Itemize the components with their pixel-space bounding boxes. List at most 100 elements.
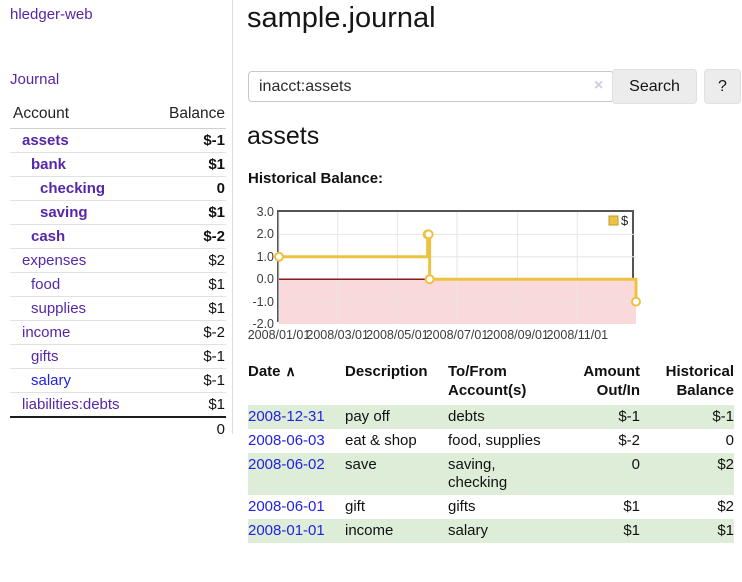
- account-balance: $2: [149, 248, 226, 273]
- register-header-description: Description: [345, 363, 428, 380]
- y-axis-tick-label: 0.0: [256, 272, 274, 287]
- transaction-date-link[interactable]: 2008-12-31: [248, 408, 325, 425]
- account-balance: $1: [149, 272, 226, 297]
- register-header-amount: Amount Out/In: [583, 363, 640, 399]
- sidebar-item-journal[interactable]: Journal: [10, 71, 60, 88]
- transaction-description: save: [345, 456, 377, 473]
- transaction-balance: $-1: [712, 408, 734, 425]
- x-axis-tick-label: 2008/01/01: [247, 328, 311, 342]
- search-input[interactable]: [248, 71, 614, 102]
- account-link[interactable]: bank: [31, 156, 67, 173]
- account-link[interactable]: liabilities:debts: [22, 396, 120, 413]
- account-row: gifts $-1: [10, 344, 226, 369]
- sort-ascending-icon: ∧: [285, 363, 296, 379]
- clear-search-icon[interactable]: ×: [594, 77, 604, 94]
- transaction-date-link[interactable]: 2008-01-01: [248, 522, 325, 539]
- x-axis-tick-label: 2008/09/01: [486, 328, 549, 342]
- account-link[interactable]: expenses: [22, 252, 87, 269]
- transaction-description: pay off: [345, 408, 390, 425]
- account-row: assets $-1: [10, 128, 226, 153]
- transaction-date-link[interactable]: 2008-06-03: [248, 432, 325, 449]
- account-balance: $-1: [149, 368, 226, 393]
- y-axis-tick-label: -1.0: [252, 294, 274, 309]
- account-balance: 0: [149, 176, 226, 201]
- transaction-balance: $2: [717, 498, 734, 515]
- transaction-balance: $1: [717, 522, 734, 539]
- accounts-header-row: Account Balance: [10, 103, 226, 129]
- chart-plot-area: $: [274, 210, 641, 324]
- accounts-header-account: Account: [10, 103, 150, 129]
- y-axis-tick-label: -2.0: [252, 317, 274, 331]
- account-row: expenses $2: [10, 248, 226, 273]
- account-row: cash $-2: [10, 224, 226, 249]
- transaction-amount: $1: [623, 498, 640, 515]
- account-link[interactable]: food: [31, 276, 61, 293]
- register-header-row: Date ∧ Description To/From Account(s) Amo…: [248, 362, 734, 405]
- accounts-header-balance: Balance: [149, 103, 226, 129]
- transaction-date-link[interactable]: 2008-06-02: [248, 456, 325, 473]
- register-table: Date ∧ Description To/From Account(s) Amo…: [248, 362, 734, 543]
- transaction-amount: $-2: [618, 432, 640, 449]
- account-row: supplies $1: [10, 296, 226, 321]
- register-header-date[interactable]: Date ∧: [248, 363, 296, 380]
- account-link[interactable]: assets: [22, 132, 69, 149]
- app-title-link[interactable]: hledger-web: [10, 6, 93, 23]
- account-link[interactable]: checking: [40, 180, 106, 197]
- transaction-accounts: food, supplies: [448, 432, 541, 449]
- page-title: sample.journal: [247, 2, 436, 34]
- x-axis-tick-label: 2008/07/01: [425, 328, 489, 342]
- account-row: bank $1: [10, 152, 226, 177]
- account-row: food $1: [10, 272, 226, 297]
- x-axis-tick-label: 2008/05/01: [366, 328, 429, 342]
- accounts-table: Account Balance assets $-1 bank $1 checking 0…: [10, 103, 226, 441]
- transaction-amount: $1: [623, 522, 640, 539]
- transaction-balance: $2: [717, 456, 734, 473]
- account-balance: $1: [149, 152, 226, 177]
- account-link[interactable]: income: [22, 324, 71, 341]
- accounts-total-row: 0: [10, 416, 226, 441]
- transaction-amount: $-1: [618, 408, 640, 425]
- historical-balance-chart: $3.0 2.0 1.0 0.0 -1.0 -2.0 2008/01/01 2008/03/0…: [248, 204, 742, 350]
- register-row: 2008-01-01 income salary $1 $1: [248, 519, 734, 543]
- account-link[interactable]: cash: [31, 228, 66, 245]
- transaction-description: gift: [345, 498, 366, 515]
- transaction-accounts: gifts: [448, 498, 476, 515]
- account-link[interactable]: gifts: [31, 348, 59, 365]
- y-axis-tick-label: 1.0: [256, 249, 274, 264]
- y-axis-tick-label: 2.0: [256, 227, 274, 242]
- account-link[interactable]: salary: [31, 372, 72, 389]
- register-row: 2008-06-01 gift gifts $1 $2: [248, 495, 734, 519]
- transaction-accounts: salary: [448, 522, 489, 539]
- account-balance: $-2: [149, 224, 226, 249]
- account-row: income $-2: [10, 320, 226, 345]
- account-link[interactable]: saving: [40, 204, 88, 221]
- sidebar: hledger-web Journal Account Balance asse…: [0, 0, 233, 441]
- account-balance: $1: [149, 200, 226, 225]
- transaction-description: eat & shop: [345, 432, 417, 449]
- account-balance: $-1: [149, 128, 226, 153]
- y-axis-tick-label: 3.0: [256, 205, 274, 219]
- transaction-description: income: [345, 522, 394, 539]
- transaction-accounts: saving, checking: [448, 456, 508, 491]
- chart-canvas: $: [274, 212, 641, 324]
- account-link[interactable]: supplies: [31, 300, 87, 317]
- account-balance: $-2: [149, 320, 226, 345]
- chart-legend: $: [608, 213, 629, 228]
- search-button[interactable]: Search: [612, 69, 697, 104]
- x-axis-tick-label: 2008/11/01: [546, 328, 609, 342]
- account-row: salary $-1: [10, 368, 226, 393]
- accounts-total-balance: 0: [149, 416, 226, 441]
- account-heading: assets: [247, 122, 320, 150]
- account-row: liabilities:debts $1: [10, 392, 226, 418]
- register-header-balance: Historical Balance: [665, 363, 734, 399]
- register-row: 2008-06-02 save saving, checking 0 $2: [248, 453, 734, 495]
- transaction-accounts: debts: [448, 408, 485, 425]
- account-row: checking 0: [10, 176, 226, 201]
- account-balance: $1: [149, 296, 226, 321]
- help-button[interactable]: ?: [704, 69, 741, 104]
- chart-title: Historical Balance:: [248, 170, 384, 187]
- register-row: 2008-12-31 pay off debts $-1 $-1: [248, 405, 734, 429]
- transaction-date-link[interactable]: 2008-06-01: [248, 498, 325, 515]
- account-balance: $1: [149, 392, 226, 418]
- x-axis-tick-label: 2008/03/01: [306, 328, 369, 342]
